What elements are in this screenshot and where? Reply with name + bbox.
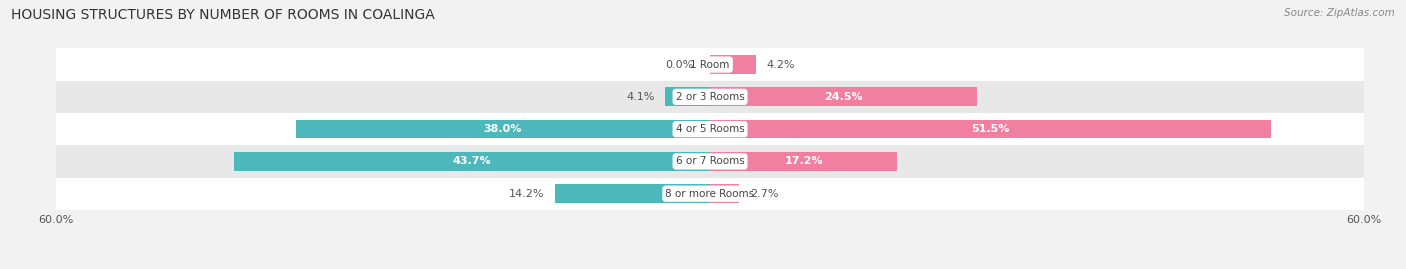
Bar [710,55,756,74]
Bar [56,81,1364,113]
Text: 2.7%: 2.7% [751,189,779,199]
Text: 24.5%: 24.5% [824,92,863,102]
Bar [710,87,977,106]
Text: 51.5%: 51.5% [972,124,1010,134]
Text: 2 or 3 Rooms: 2 or 3 Rooms [676,92,744,102]
Text: 4 or 5 Rooms: 4 or 5 Rooms [676,124,744,134]
Text: 14.2%: 14.2% [509,189,544,199]
Bar [295,120,710,139]
Text: 1 Room: 1 Room [690,59,730,70]
Bar [56,178,1364,210]
Bar [555,184,710,203]
Bar [233,152,710,171]
Bar [710,184,740,203]
Bar [710,152,897,171]
Text: Source: ZipAtlas.com: Source: ZipAtlas.com [1284,8,1395,18]
Text: 43.7%: 43.7% [453,156,491,167]
Text: 4.2%: 4.2% [766,59,796,70]
Text: 38.0%: 38.0% [484,124,522,134]
Text: 0.0%: 0.0% [665,59,693,70]
Bar [56,113,1364,145]
Text: 17.2%: 17.2% [785,156,823,167]
Bar [665,87,710,106]
Text: HOUSING STRUCTURES BY NUMBER OF ROOMS IN COALINGA: HOUSING STRUCTURES BY NUMBER OF ROOMS IN… [11,8,434,22]
Bar [710,120,1271,139]
Text: 4.1%: 4.1% [626,92,654,102]
Text: 6 or 7 Rooms: 6 or 7 Rooms [676,156,744,167]
Bar [56,48,1364,81]
Bar [56,145,1364,178]
Text: 8 or more Rooms: 8 or more Rooms [665,189,755,199]
